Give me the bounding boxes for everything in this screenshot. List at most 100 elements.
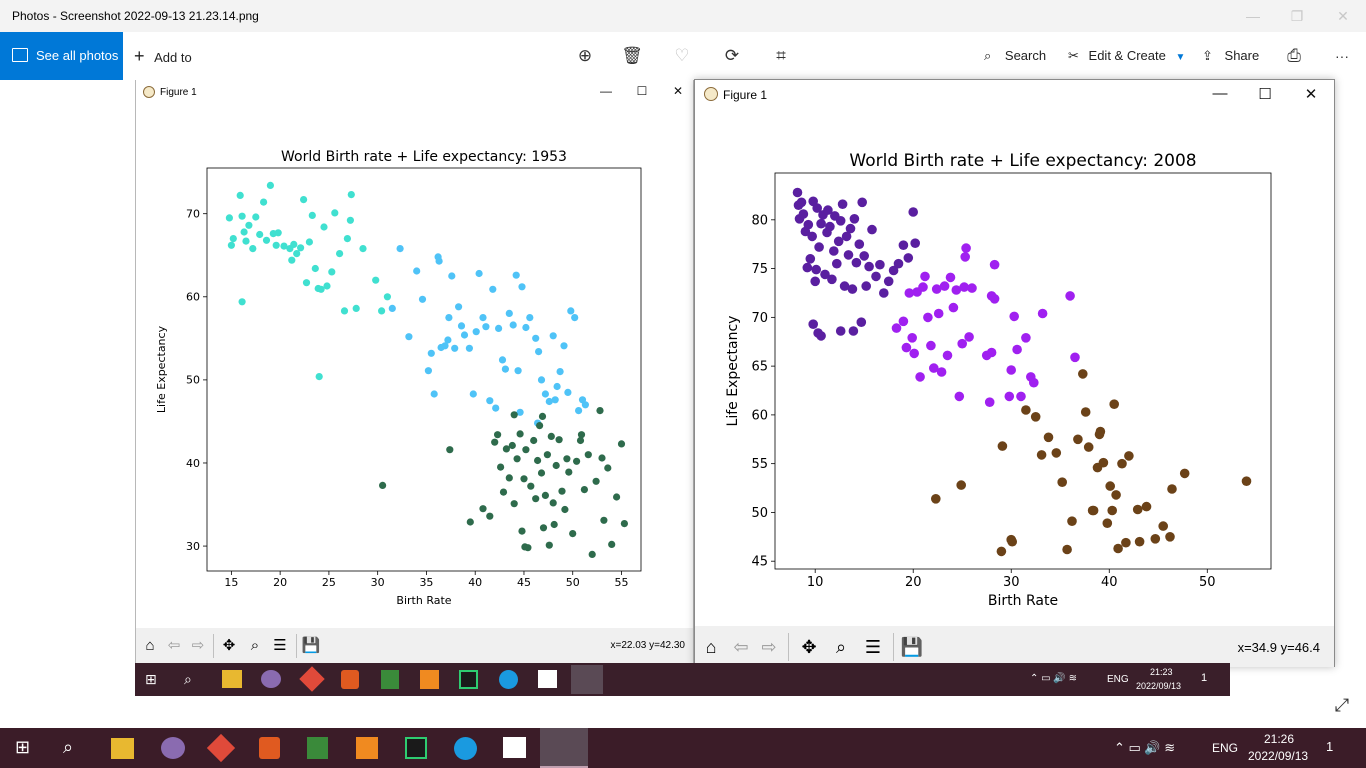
- save-icon[interactable]: 💾: [900, 637, 924, 657]
- edit-create-button[interactable]: ✂ Edit & Create ▼: [1068, 45, 1185, 67]
- rotate-icon[interactable]: ⟳: [724, 46, 740, 65]
- scatter-point: [829, 246, 839, 256]
- zoom-rect-icon[interactable]: ⌕: [250, 637, 260, 654]
- share-button[interactable]: ⇪ Share: [1202, 45, 1259, 67]
- brave-icon[interactable]: [341, 670, 359, 689]
- configure-icon[interactable]: ☰: [273, 637, 287, 654]
- minimize-icon[interactable]: —: [600, 84, 612, 98]
- brave-icon[interactable]: [259, 737, 280, 759]
- search-icon[interactable]: ⌕: [63, 737, 74, 757]
- outer-taskbar: ⊞ ⌕ ⌃ ▭ 🔊 ≋ ENG 21:26 2022/09/13 1: [0, 728, 1366, 768]
- paint-icon[interactable]: [261, 670, 281, 688]
- scatter-chart-2008: World Birth rate + Life expectancy: 2008…: [725, 151, 1272, 609]
- app-icon[interactable]: [420, 670, 439, 689]
- search-label: Search: [1004, 48, 1047, 63]
- file-explorer-icon[interactable]: [111, 738, 134, 759]
- scatter-point: [569, 530, 577, 538]
- scatter-point: [948, 302, 959, 313]
- tray-language[interactable]: ENG: [1107, 674, 1129, 685]
- x-tick-label: 35: [419, 576, 433, 589]
- scatter-point: [1158, 521, 1168, 531]
- git-icon[interactable]: [299, 666, 325, 692]
- scatter-point: [518, 283, 526, 291]
- minimize-icon[interactable]: —: [1212, 85, 1228, 102]
- scatter-point: [798, 209, 809, 219]
- scatter-point: [545, 397, 553, 406]
- back-icon[interactable]: ⇦: [733, 637, 749, 657]
- save-icon[interactable]: 💾: [301, 637, 321, 654]
- scatter-point: [581, 401, 589, 409]
- scatter-point: [545, 541, 553, 549]
- pan-icon[interactable]: ✥: [222, 637, 236, 654]
- scatter-point: [901, 342, 912, 353]
- home-icon[interactable]: ⌂: [705, 637, 717, 657]
- crop-icon[interactable]: ⌗: [776, 46, 786, 65]
- configure-icon[interactable]: ☰: [864, 637, 882, 657]
- scatter-point: [891, 323, 902, 333]
- scatter-point: [532, 495, 540, 503]
- pan-icon[interactable]: ✥: [801, 637, 817, 657]
- y-tick-label: 60: [751, 408, 768, 423]
- scatter-point: [584, 451, 592, 459]
- forward-icon[interactable]: ⇨: [761, 637, 777, 657]
- print-icon[interactable]: ⎙: [1287, 46, 1301, 65]
- zoom-rect-icon[interactable]: ⌕: [835, 637, 847, 657]
- scatter-point: [311, 264, 319, 273]
- zoom-icon[interactable]: ⊕: [577, 46, 593, 65]
- notepad-icon[interactable]: [307, 737, 328, 759]
- notepad-icon[interactable]: [381, 670, 399, 689]
- pycharm-icon[interactable]: [459, 670, 478, 689]
- tray-icons[interactable]: ⌃ ▭ 🔊 ≋: [1030, 673, 1077, 684]
- file-explorer-icon[interactable]: [222, 670, 242, 688]
- photos-icon[interactable]: [538, 670, 557, 688]
- y-tick-label: 70: [751, 311, 768, 326]
- back-icon[interactable]: ⇦: [167, 637, 181, 654]
- notification-icon[interactable]: 1: [1201, 672, 1208, 684]
- matplotlib-taskbar-icon[interactable]: [571, 665, 603, 694]
- pycharm-icon[interactable]: [405, 737, 427, 759]
- git-icon[interactable]: [206, 733, 236, 763]
- scatter-point: [1004, 391, 1015, 402]
- windows-start-icon[interactable]: ⊞: [145, 671, 157, 687]
- more-button[interactable]: ···: [1335, 48, 1349, 64]
- maximize-icon[interactable]: ❐: [1290, 8, 1304, 24]
- forward-icon[interactable]: ⇨: [191, 637, 205, 654]
- paint-icon[interactable]: [161, 737, 185, 759]
- tray-icons[interactable]: ⌃ ▭ 🔊 ≋: [1114, 740, 1176, 755]
- scatter-point: [249, 245, 257, 253]
- add-to-button[interactable]: + Add to: [134, 45, 192, 67]
- share-icon: ⇪: [1202, 48, 1213, 63]
- search-icon[interactable]: ⌕: [184, 671, 192, 687]
- app-icon[interactable]: [356, 737, 378, 759]
- edge-icon[interactable]: [454, 737, 477, 760]
- windows-start-icon[interactable]: ⊞: [15, 737, 31, 757]
- scatter-point: [521, 543, 529, 551]
- minimize-icon[interactable]: —: [1246, 8, 1260, 24]
- see-all-photos-button[interactable]: See all photos: [0, 32, 123, 80]
- scatter-point: [451, 344, 459, 352]
- favorite-icon[interactable]: ♡: [674, 46, 690, 65]
- matplotlib-icon: [704, 87, 718, 101]
- scatter-point: [1132, 504, 1143, 515]
- scatter-point: [418, 295, 427, 303]
- expand-icon[interactable]: ⤢: [1334, 695, 1350, 715]
- matplotlib-taskbar-icon[interactable]: [540, 728, 588, 768]
- photos-icon[interactable]: [503, 737, 526, 758]
- x-tick-label: 40: [1101, 575, 1118, 590]
- figure-window-1953: Figure 1 — ☐ ✕ World Birth rate + Life e…: [135, 80, 694, 663]
- close-icon[interactable]: ✕: [1304, 86, 1318, 103]
- delete-icon[interactable]: 🗑: [621, 46, 643, 65]
- scatter-point: [1113, 543, 1123, 554]
- home-icon[interactable]: ⌂: [145, 637, 155, 654]
- search-button[interactable]: ⌕ Search: [984, 45, 1046, 67]
- maximize-icon[interactable]: ☐: [1258, 86, 1272, 103]
- close-icon[interactable]: ✕: [672, 84, 684, 98]
- scatter-point: [501, 365, 509, 373]
- scatter-point: [556, 368, 564, 376]
- maximize-icon[interactable]: ☐: [636, 84, 648, 98]
- tray-language[interactable]: ENG: [1212, 741, 1239, 755]
- scatter-point: [796, 197, 807, 208]
- edge-icon[interactable]: [499, 670, 518, 689]
- close-icon[interactable]: ✕: [1337, 8, 1349, 24]
- notification-icon[interactable]: 1: [1326, 739, 1334, 754]
